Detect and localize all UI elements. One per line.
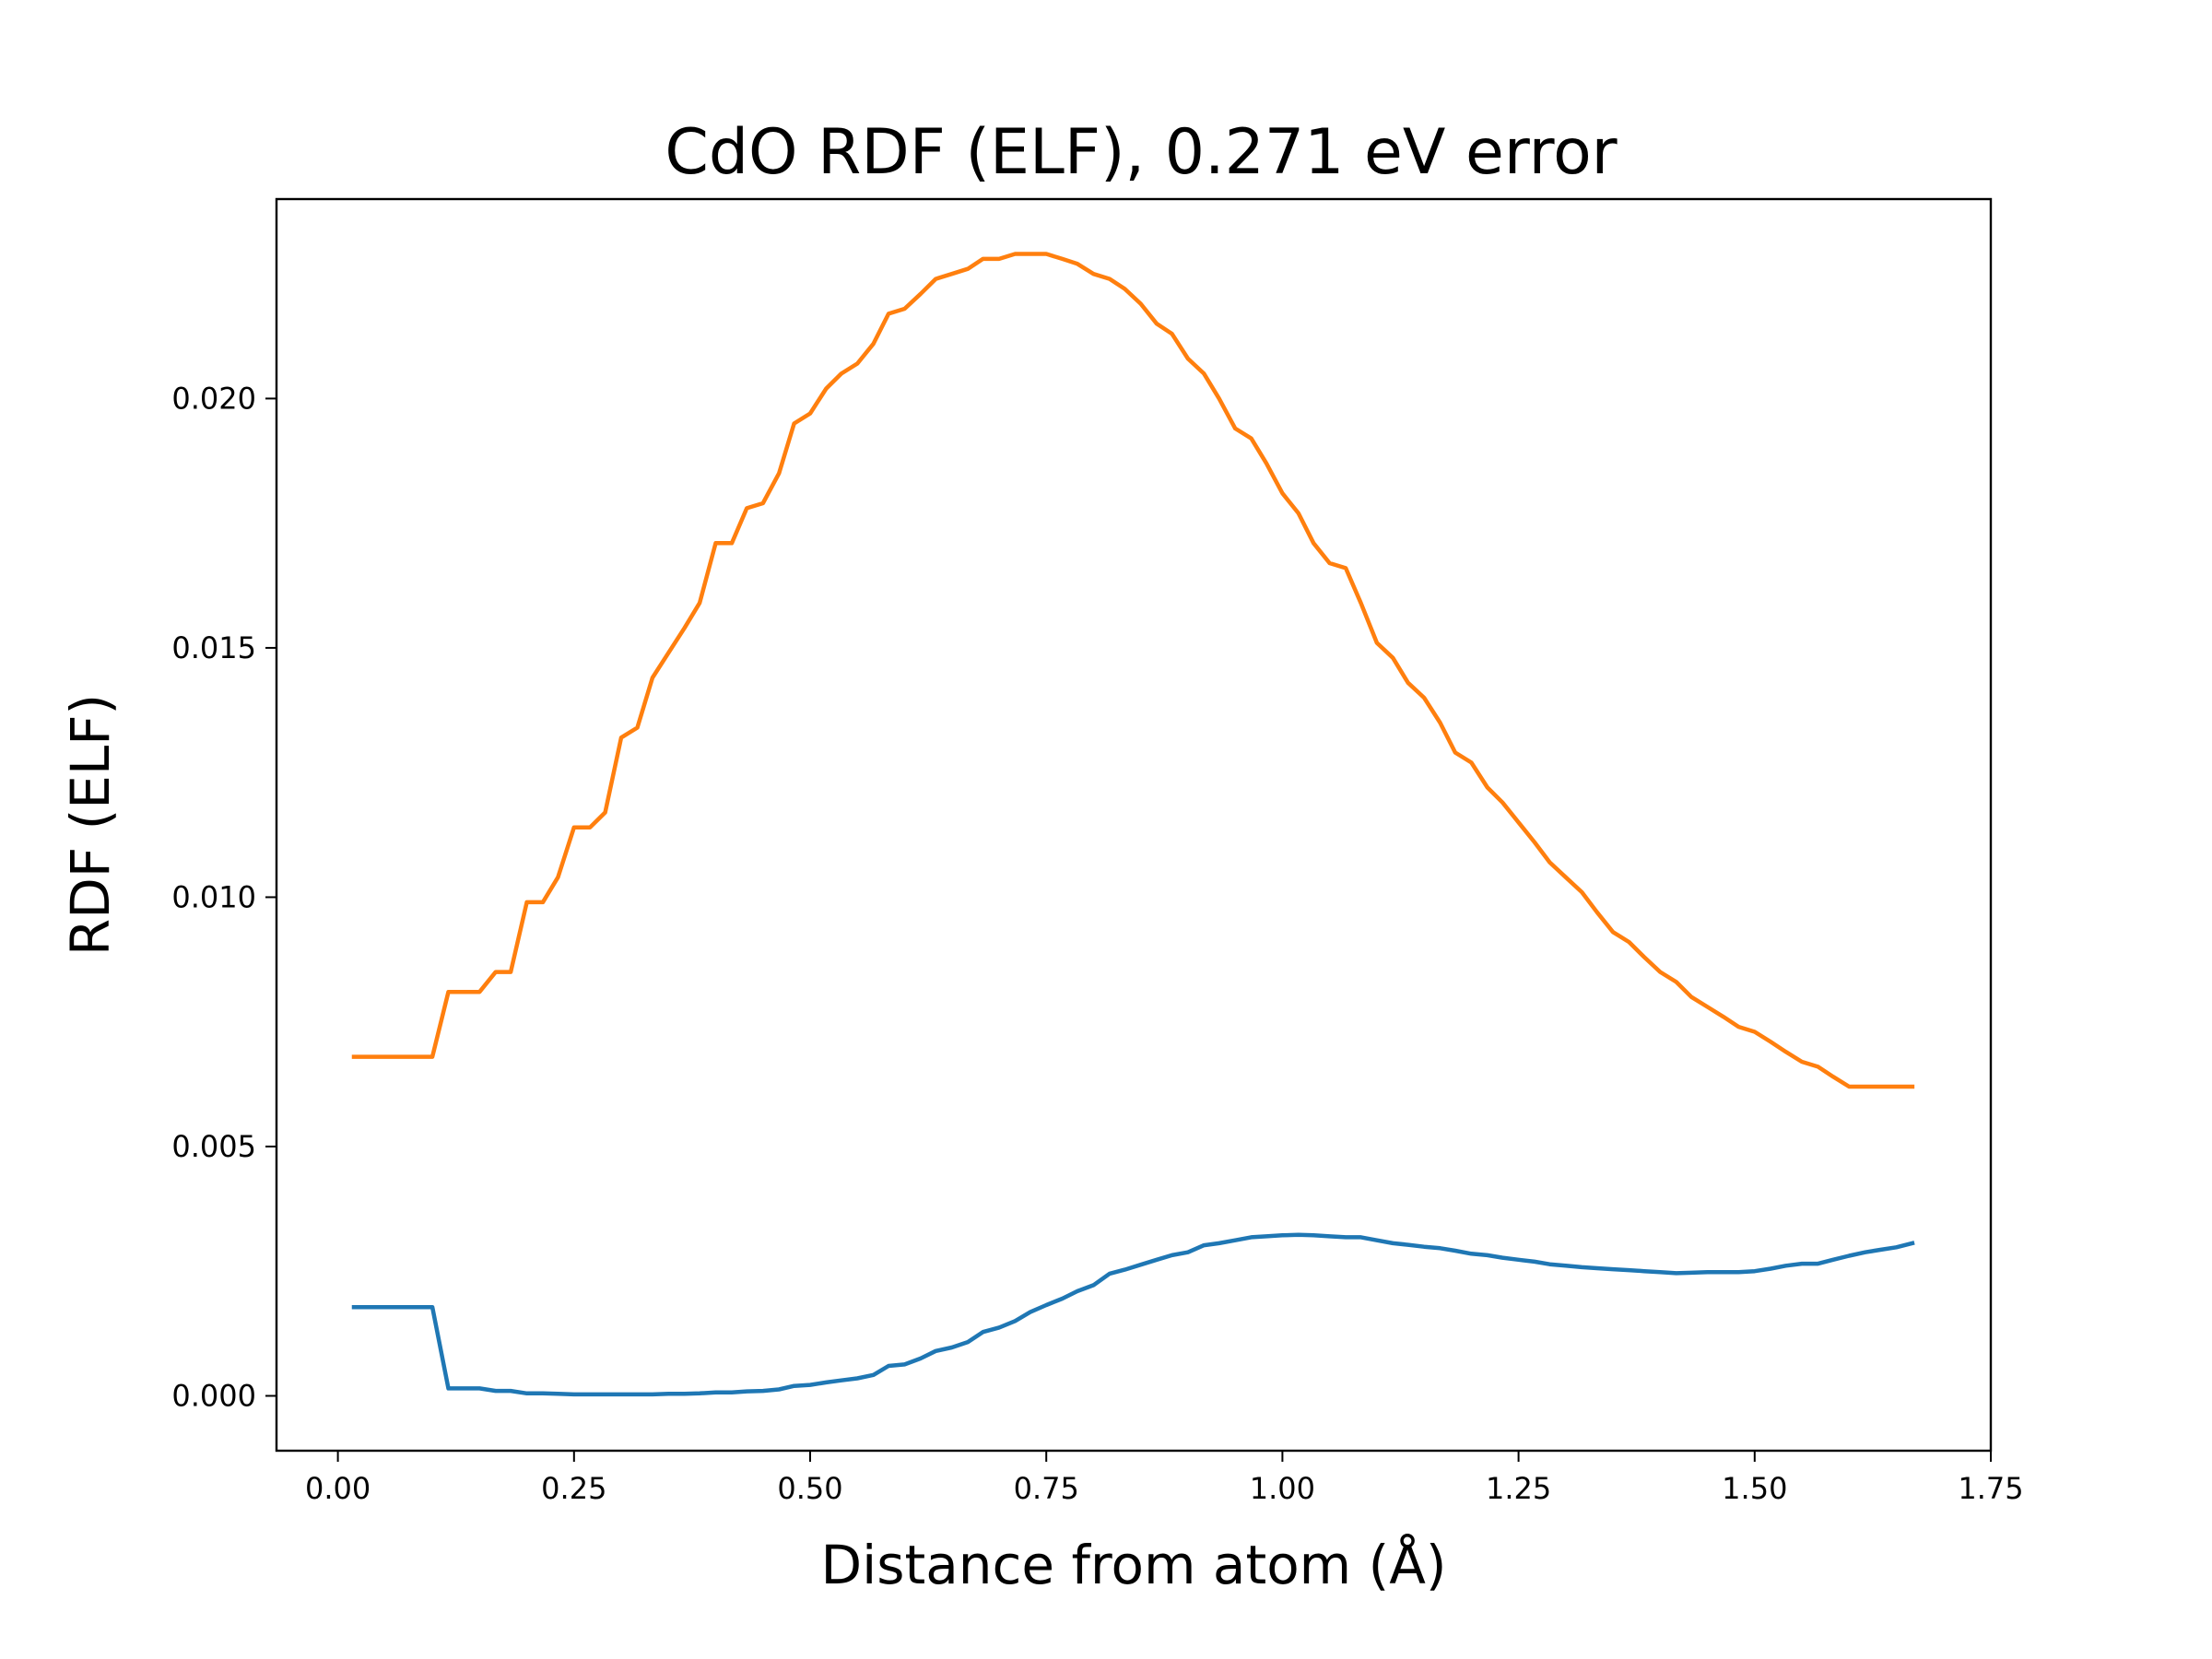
x-axis-label: Distance from atom (Å): [820, 1533, 1446, 1596]
x-tick-label: 1.25: [1486, 1471, 1551, 1506]
y-axis-label: RDF (ELF): [59, 694, 122, 956]
y-tick-label: 0.005: [171, 1129, 256, 1164]
x-tick-label: 1.50: [1722, 1471, 1787, 1506]
series-line-1: [351, 252, 1915, 1089]
series-line-2: [351, 1232, 1915, 1397]
x-tick-label: 0.50: [777, 1471, 842, 1506]
x-axis: 0.00 0.25 0.50 0.75 1.00 1.25 1.50 1.75: [305, 1451, 2024, 1506]
plot-frame: [275, 197, 1993, 1453]
y-tick-label: 0.015: [171, 630, 256, 665]
y-tick-label: 0.000: [171, 1378, 256, 1413]
x-tick-label: 0.00: [305, 1471, 371, 1506]
x-tick-label: 0.75: [1014, 1471, 1079, 1506]
y-tick-label: 0.010: [171, 879, 256, 914]
x-tick-label: 1.00: [1250, 1471, 1315, 1506]
chart-title: CdO RDF (ELF), 0.271 eV error: [665, 116, 1617, 189]
plot-area: [275, 197, 1993, 1453]
x-tick-label: 1.75: [1958, 1471, 2023, 1506]
y-tick-label: 0.020: [171, 381, 256, 416]
y-axis: 0.000 0.005 0.010 0.015 0.020: [171, 381, 276, 1413]
x-tick-label: 0.25: [541, 1471, 606, 1506]
series-layer: [351, 252, 1915, 1397]
